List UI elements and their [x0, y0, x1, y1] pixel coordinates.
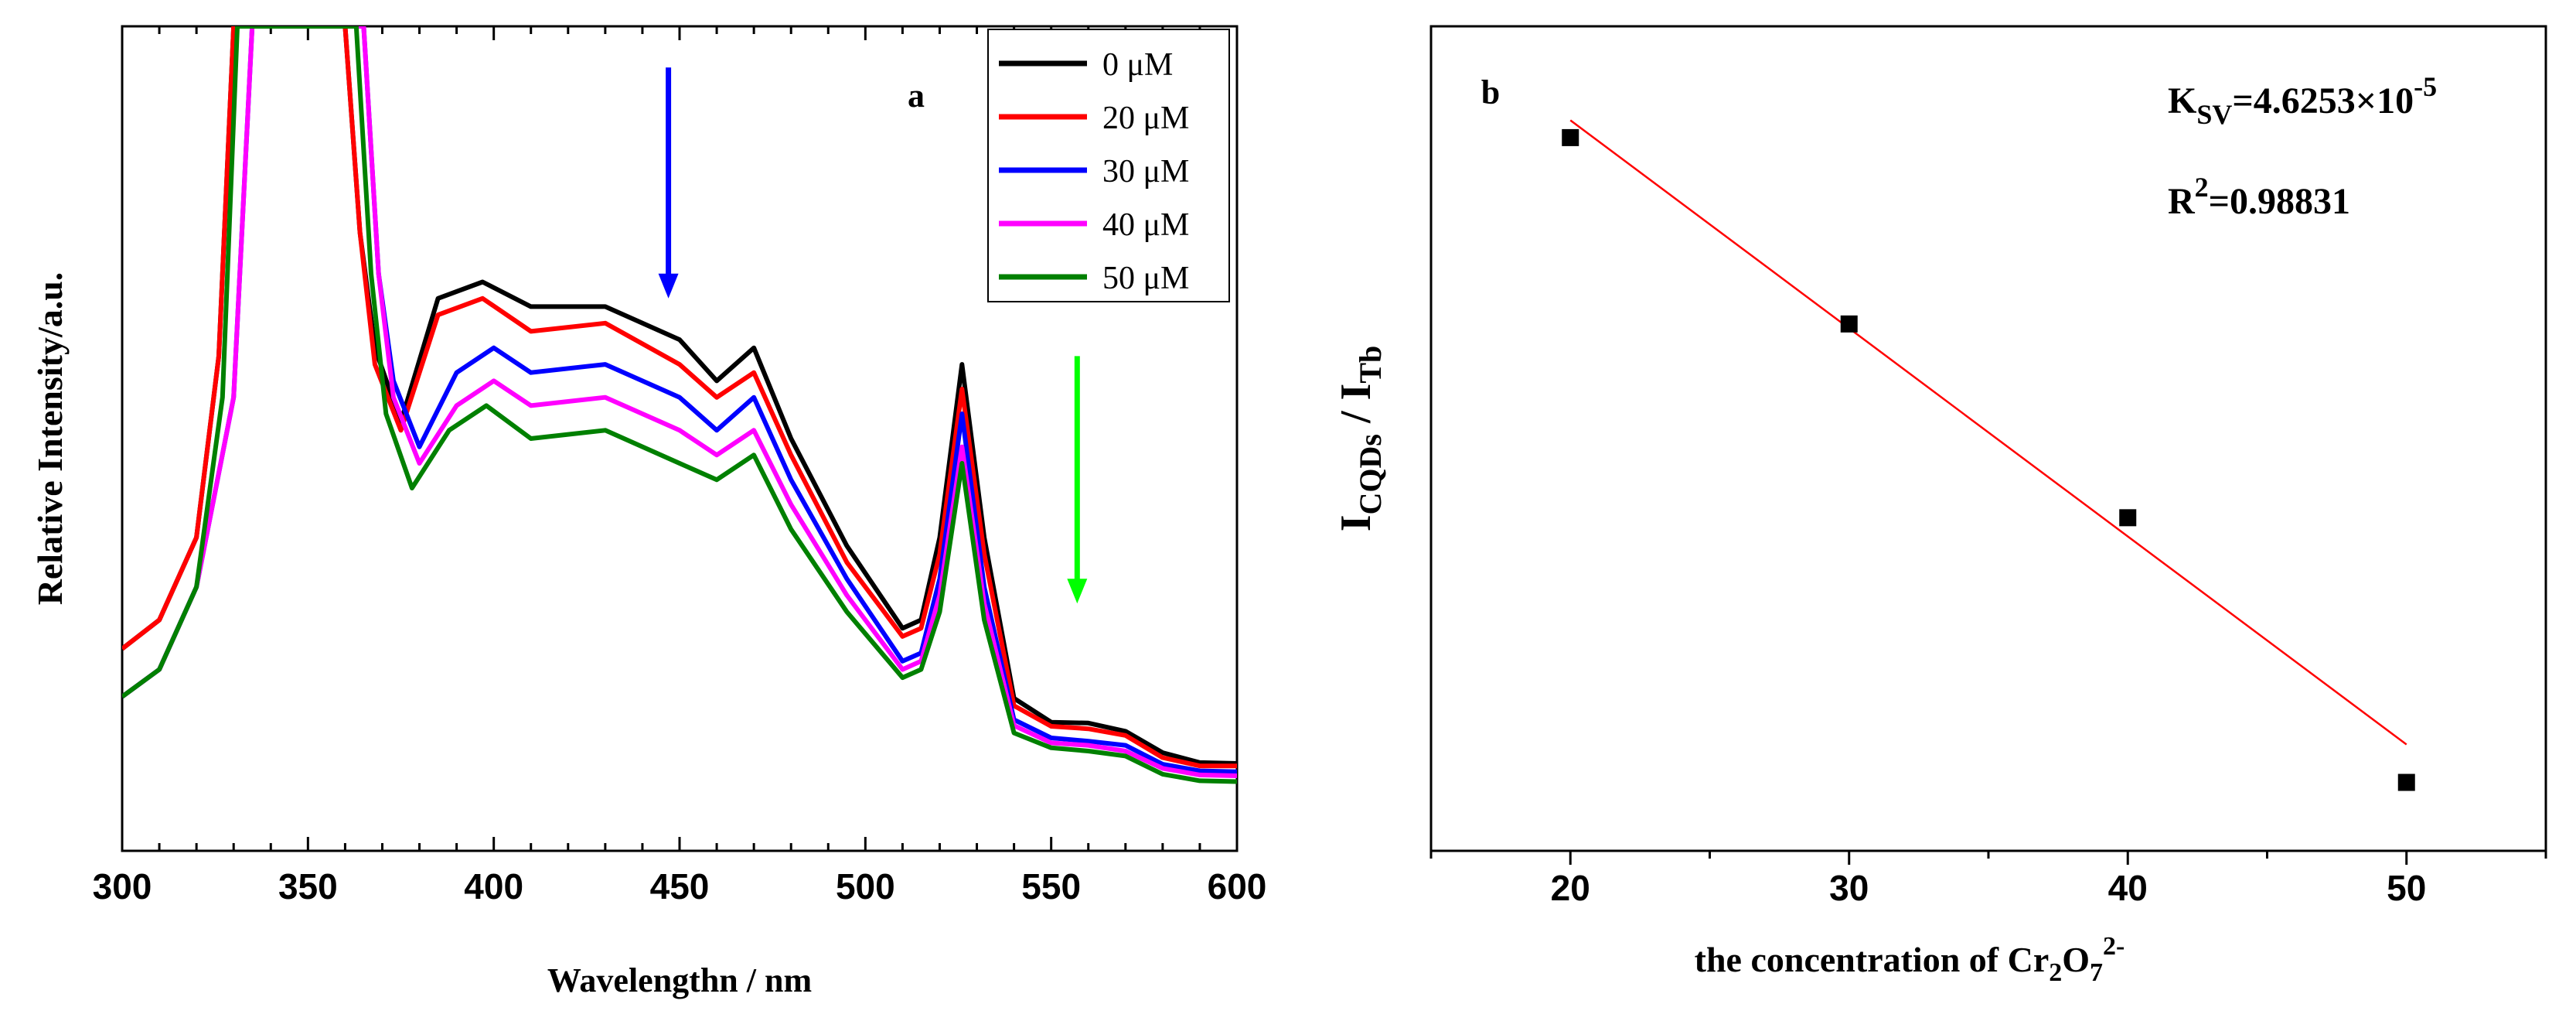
xlabel-sub1: 2 — [2049, 958, 2062, 987]
legend-label-20-m: 20 μM — [1102, 101, 1189, 136]
legend-label-30-m: 30 μM — [1102, 154, 1189, 190]
panel-a-x-axis-label: Wavelengthn / nm — [547, 961, 812, 999]
panel-b-x-tick-label: 50 — [2387, 868, 2426, 908]
panel-b-data-points — [1562, 128, 2415, 791]
panel-a-x-tick-label: 450 — [650, 866, 710, 907]
panel-a-x-tick-labels: 300 350 400 450 500 550 600 — [93, 866, 1267, 907]
ksv-equation: =4.6253×10 — [2232, 80, 2414, 121]
panel-a-x-tick-label: 400 — [464, 866, 523, 907]
series-line-30-m — [122, 26, 1237, 774]
data-point-20 — [1562, 128, 1579, 146]
panel-b-x-tick-label: 20 — [1551, 868, 1590, 908]
ylabel-slash: / — [1332, 400, 1380, 434]
arrow-head-1 — [1067, 579, 1088, 604]
legend-box — [987, 29, 1230, 302]
panel-b-label: b — [1481, 73, 1500, 111]
legend-label-40-m: 40 μM — [1102, 207, 1189, 243]
panel-b: 20 30 40 50 b KSV=4.6253×10-5 R2=0.98831 th… — [1332, 25, 2547, 987]
panel-b-x-tick-label: 40 — [2108, 868, 2148, 908]
panel-a-label: a — [908, 77, 925, 114]
r2-exponent: 2 — [2195, 172, 2209, 203]
ylabel-sub2: Tb — [1353, 346, 1388, 384]
panel-a-series — [122, 26, 1237, 784]
xlabel-mid: O — [2062, 940, 2090, 979]
xlabel-main: the concentration of Cr — [1695, 940, 2050, 979]
r2-equation: =0.98831 — [2209, 181, 2350, 222]
xlabel-sub2: 7 — [2090, 958, 2103, 987]
ksv-exponent: -5 — [2414, 71, 2437, 102]
panel-a: 300 350 400 450 500 550 600 a 0 μM 20 μM 30 μM 40… — [30, 25, 1267, 999]
ksv-subscript: SV — [2196, 99, 2232, 130]
panel-b-frame — [1429, 25, 2547, 852]
ksv-k: K — [2168, 80, 2196, 121]
panel-a-y-axis-label: Relative Intensity/a.u. — [30, 272, 70, 606]
series-line-40-m — [122, 26, 1237, 778]
xlabel-sup: 2- — [2103, 932, 2125, 961]
r2-r: R — [2168, 181, 2196, 222]
series-line-20-m — [122, 26, 1237, 769]
arrow-head-0 — [658, 273, 679, 299]
panel-a-x-tick-label: 500 — [836, 866, 895, 907]
series-line-50-m — [122, 26, 1237, 784]
ylabel-sub1: CQDs — [1353, 434, 1388, 514]
ksv-annotation: KSV=4.6253×10-5 — [2168, 71, 2437, 130]
legend-label-50-m: 50 μM — [1102, 261, 1189, 296]
panel-b-x-tick-labels: 20 30 40 50 — [1551, 868, 2427, 908]
legend-label-0-m: 0 μM — [1102, 47, 1173, 83]
panel-b-y-axis-label: ICQDs / ITb — [1332, 346, 1388, 532]
panel-a-legend: 0 μM 20 μM 30 μM 40 μM 50 μM — [987, 29, 1230, 302]
panel-b-x-ticks — [1429, 851, 2547, 865]
data-point-40 — [2119, 509, 2137, 527]
r2-annotation: R2=0.98831 — [2168, 172, 2350, 222]
series-line-0-m — [122, 26, 1237, 766]
panel-a-x-tick-label: 600 — [1208, 866, 1267, 907]
data-point-30 — [1840, 315, 1858, 333]
linear-fit-line — [1569, 119, 2407, 746]
panel-a-x-tick-label: 300 — [93, 866, 152, 907]
panel-b-fit-line — [1569, 119, 2407, 746]
panel-b-x-axis-label: the concentration of Cr2O72- — [1695, 932, 2125, 987]
ylabel-i2: I — [1332, 384, 1380, 401]
panel-b-x-tick-label: 30 — [1829, 868, 1869, 908]
panel-a-arrows — [658, 67, 1088, 604]
panel-a-x-tick-label: 550 — [1021, 866, 1081, 907]
data-point-50 — [2397, 773, 2415, 791]
ylabel-i1: I — [1332, 514, 1380, 531]
panel-a-x-tick-label: 350 — [278, 866, 338, 907]
